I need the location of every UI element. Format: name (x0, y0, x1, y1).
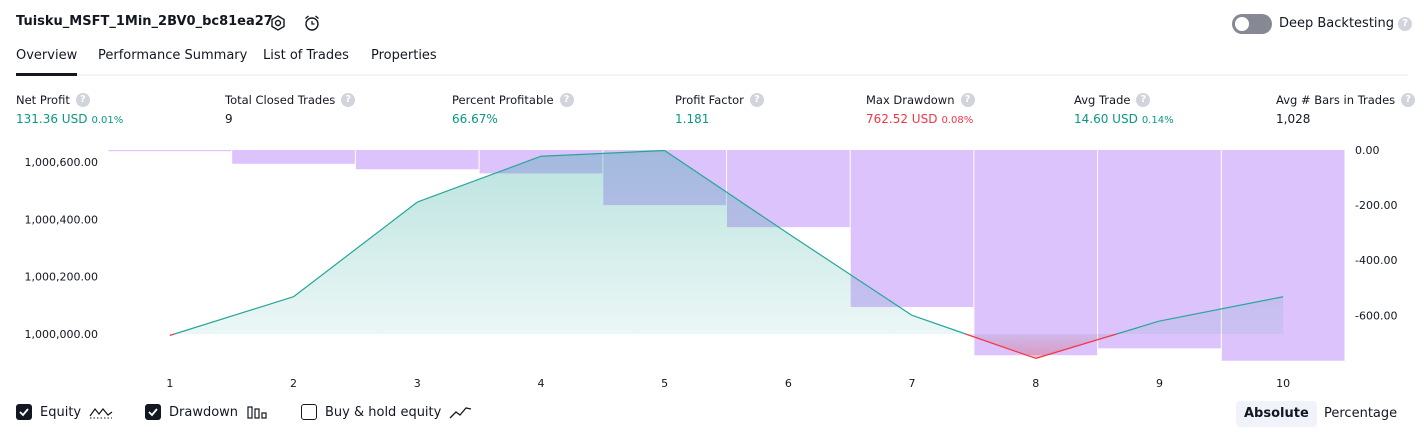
metric-max-drawdown: Max Drawdown? 762.52 USD 0.08% (866, 93, 975, 126)
x-axis-tick-label: 3 (414, 377, 421, 390)
metric-profit-factor: Profit Factor? 1.181 (675, 93, 764, 126)
tab-properties[interactable]: Properties (371, 48, 437, 63)
help-icon[interactable]: ? (1136, 93, 1150, 107)
help-icon[interactable]: ? (76, 93, 90, 107)
metric-percent: 0.14% (1142, 115, 1174, 126)
absolute-button[interactable]: Absolute (1236, 401, 1317, 427)
legend-label: Buy & hold equity (325, 405, 441, 420)
drawdown-bar (974, 150, 1097, 355)
metric-percent: 0.01% (91, 115, 123, 126)
strategy-name: Tuisku_MSFT_1Min_2BV0_bc81ea27 (16, 14, 273, 29)
metric-label: Percent Profitable (452, 93, 554, 107)
legend-equity[interactable]: Equity (16, 404, 113, 420)
x-axis-tick-label: 8 (1032, 377, 1039, 390)
buy-hold-checkbox[interactable] (301, 404, 317, 420)
deep-backtesting-text: Deep Backtesting (1279, 16, 1394, 31)
drawdown-checkbox[interactable] (145, 404, 161, 420)
x-axis-tick-label: 5 (661, 377, 668, 390)
drawdown-bar (232, 150, 355, 164)
metric-value: 66.67% (452, 112, 498, 126)
percentage-button[interactable]: Percentage (1316, 401, 1405, 427)
metric-value: 9 (225, 112, 233, 126)
equity-checkbox[interactable] (16, 404, 32, 420)
metric-percent: 0.08% (941, 115, 973, 126)
help-icon[interactable]: ? (560, 93, 574, 107)
x-axis-tick-label: 4 (537, 377, 544, 390)
metric-label: Net Profit (16, 93, 70, 107)
drawdown-bar (356, 150, 479, 169)
equity-line-icon (89, 404, 113, 420)
deep-backtesting-toggle[interactable] (1232, 14, 1272, 34)
x-axis-tick-label: 6 (785, 377, 792, 390)
help-icon[interactable]: ? (1401, 93, 1415, 107)
x-axis-tick-label: 10 (1276, 377, 1290, 390)
metric-label: Avg Trade (1074, 93, 1130, 107)
x-axis-tick-label: 1 (166, 377, 173, 390)
settings-gear-icon[interactable] (268, 13, 288, 33)
tab-bar: Overview Performance Summary List of Tra… (16, 48, 1408, 76)
tab-list-of-trades[interactable]: List of Trades (263, 48, 349, 63)
add-alert-clock-icon[interactable] (302, 13, 322, 33)
deep-backtesting-label: Deep Backtesting ? (1279, 16, 1412, 31)
metric-label: Profit Factor (675, 93, 744, 107)
metric-total-closed-trades: Total Closed Trades? 9 (225, 93, 355, 126)
metric-label: Max Drawdown (866, 93, 955, 107)
equity-drawdown-chart[interactable]: 1,000,600.00 1,000,400.00 1,000,200.00 1,00… (0, 140, 1424, 395)
metric-value: 1.181 (675, 112, 709, 126)
buy-hold-line-icon (449, 404, 473, 420)
metric-avg-trade: Avg Trade? 14.60 USD 0.14% (1074, 93, 1174, 126)
metric-value: 14.60 USD (1074, 112, 1138, 126)
metric-value: 1,028 (1276, 112, 1310, 126)
left-axis-tick-label: 1,000,000.00 (25, 328, 98, 341)
right-axis-tick-label: -400.00 (1355, 254, 1397, 267)
help-icon[interactable]: ? (341, 93, 355, 107)
metric-percent-profitable: Percent Profitable? 66.67% (452, 93, 574, 126)
metric-value: 762.52 USD (866, 112, 937, 126)
left-axis-tick-label: 1,000,200.00 (25, 271, 98, 284)
metric-value: 131.36 USD (16, 112, 87, 126)
help-icon[interactable]: ? (1398, 17, 1412, 31)
legend-buy-hold-equity[interactable]: Buy & hold equity (301, 404, 473, 420)
x-axis-tick-label: 9 (1156, 377, 1163, 390)
x-axis-tick-label: 7 (909, 377, 916, 390)
drawdown-bar (109, 150, 232, 151)
toggle-knob (1235, 17, 1249, 31)
help-icon[interactable]: ? (750, 93, 764, 107)
left-axis-tick-label: 1,000,400.00 (25, 213, 98, 226)
right-axis-tick-label: -600.00 (1355, 309, 1397, 322)
legend-label: Drawdown (169, 405, 238, 420)
metric-avg-bars-in-trades: Avg # Bars in Trades? 1,028 (1276, 93, 1415, 126)
right-axis-tick-label: -200.00 (1355, 199, 1397, 212)
metric-label: Avg # Bars in Trades (1276, 93, 1395, 107)
tab-performance-summary[interactable]: Performance Summary (98, 48, 247, 63)
legend-label: Equity (40, 405, 81, 420)
right-axis-tick-label: 0.00 (1355, 144, 1380, 157)
metric-label: Total Closed Trades (225, 93, 335, 107)
tab-overview[interactable]: Overview (16, 48, 77, 74)
left-axis-tick-label: 1,000,600.00 (25, 156, 98, 169)
x-axis-tick-label: 2 (290, 377, 297, 390)
metric-net-profit: Net Profit? 131.36 USD 0.01% (16, 93, 123, 126)
drawdown-bars-icon (246, 404, 268, 420)
drawdown-bar (851, 150, 974, 307)
legend-drawdown[interactable]: Drawdown (145, 404, 268, 420)
help-icon[interactable]: ? (961, 93, 975, 107)
